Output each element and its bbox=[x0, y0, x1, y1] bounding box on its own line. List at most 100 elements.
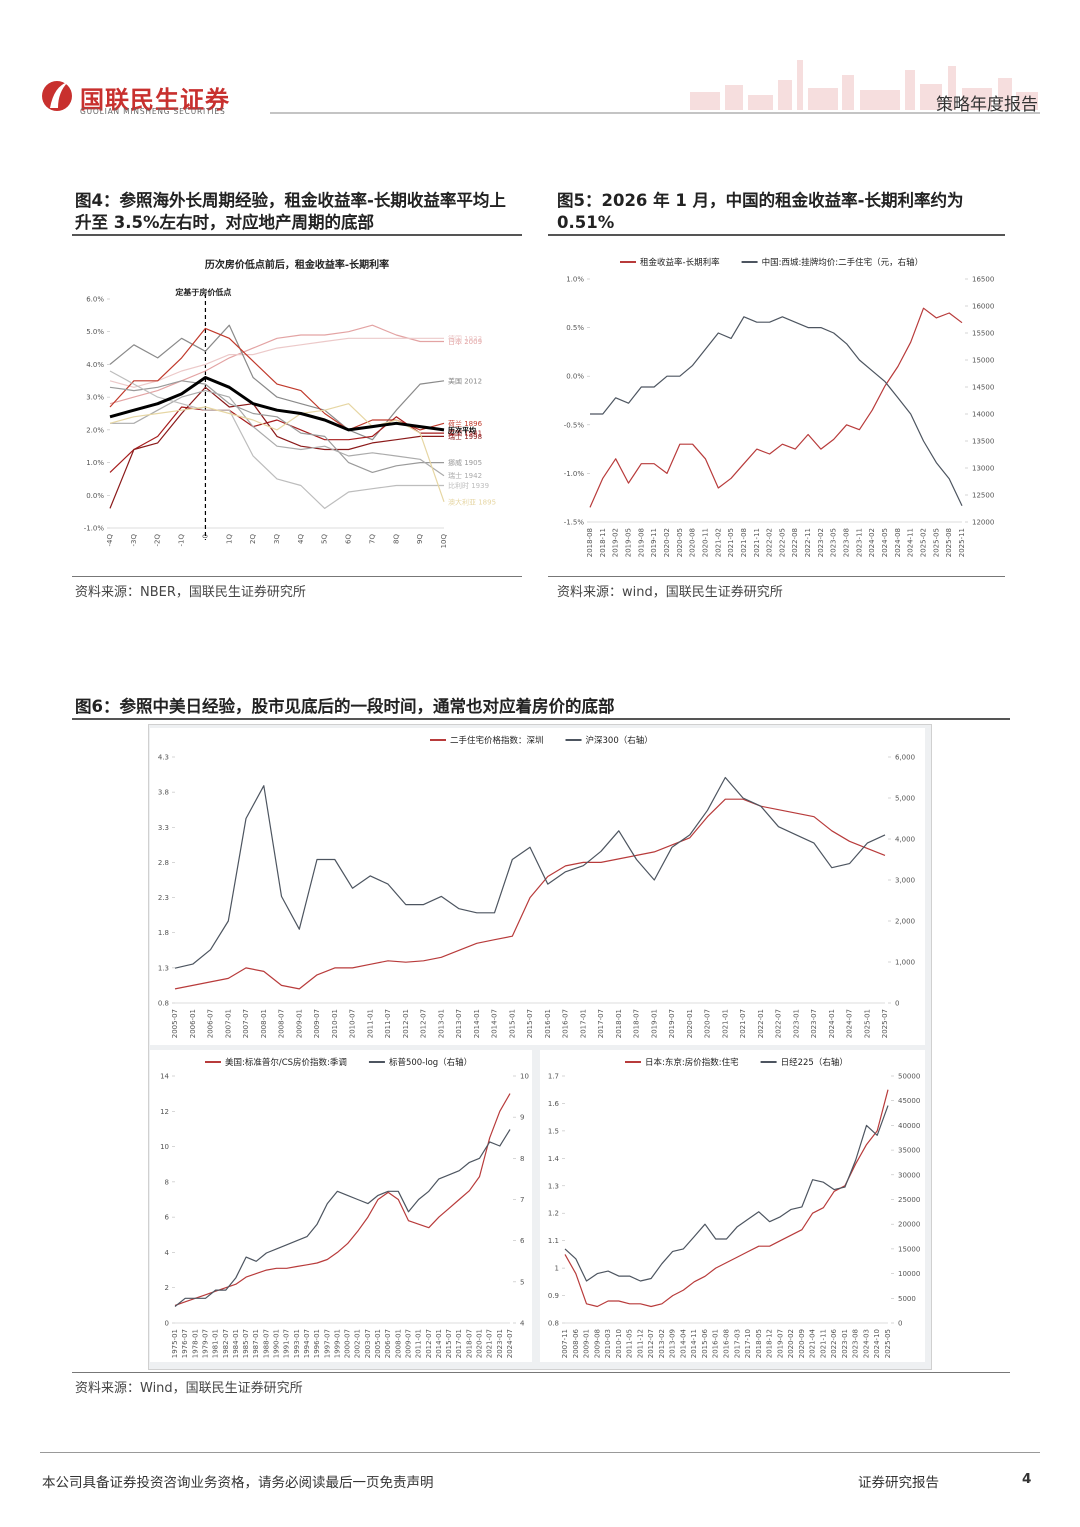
y-tick-label: 1.0% bbox=[566, 276, 584, 284]
source: 资料来源：wind，国联民生证券研究所 bbox=[557, 585, 783, 600]
y-tick-label: 3.0% bbox=[86, 394, 104, 402]
x-tick-label: 2023-08 bbox=[843, 528, 851, 557]
x-tick-label: 1975-01 bbox=[171, 1329, 179, 1358]
y-tick-label: 1 bbox=[555, 1265, 559, 1273]
x-tick-label: 2011-05 bbox=[626, 1329, 634, 1358]
x-tick-label: 2015-01 bbox=[508, 1009, 516, 1038]
x-tick-label: -4Q bbox=[106, 534, 114, 547]
y-tick-label: 3.8 bbox=[158, 789, 169, 797]
y-tick-label: 5.0% bbox=[86, 328, 104, 336]
x-tick-label: 2016-07 bbox=[562, 1009, 570, 1038]
x-tick-label: 2014-04 bbox=[679, 1328, 687, 1358]
series-label: 瑞士 1998 bbox=[448, 432, 482, 441]
y-tick-label: -1.0% bbox=[564, 470, 585, 478]
x-tick-label: 2015-06 bbox=[701, 1328, 709, 1358]
x-tick-label: 2014-11 bbox=[690, 1329, 698, 1358]
logo-icon bbox=[42, 81, 72, 111]
figure-title: 图4：参照海外长周期经验，租金收益率-长期收益率平均上升至 3.5%左右时，对应… bbox=[75, 191, 506, 232]
x-tick-label: 2012-07 bbox=[425, 1329, 433, 1358]
series-line bbox=[564, 1089, 889, 1308]
x-tick-label: 2023-01 bbox=[496, 1329, 504, 1358]
x-tick-label: 2019-07 bbox=[776, 1329, 784, 1358]
x-tick-label: 2022-06 bbox=[830, 1328, 838, 1358]
x-tick-label: 2012-07 bbox=[420, 1009, 428, 1038]
x-tick-label: 2020-07 bbox=[704, 1009, 712, 1038]
series-line bbox=[564, 1105, 889, 1282]
x-tick-label: 8Q bbox=[392, 534, 400, 544]
annotation: 定基于房价低点 bbox=[174, 287, 231, 297]
x-tick-label: 2010-07 bbox=[349, 1009, 357, 1038]
series-line bbox=[109, 403, 445, 502]
x-tick-label: 1976-07 bbox=[181, 1329, 189, 1358]
y-tick-label: 1.8 bbox=[158, 929, 169, 937]
x-tick-label: 7Q bbox=[368, 534, 376, 544]
x-tick-label: 2016-01 bbox=[544, 1009, 552, 1038]
x-tick-label: 9Q bbox=[416, 534, 424, 544]
y-tick-label: 0 bbox=[165, 1320, 169, 1328]
chart: 0 2 4 6 8 10 12 14 4 5 6 7 8 9 10 1975-01 1976-07 1978-01… bbox=[150, 1050, 532, 1362]
x-tick-label: 2009-01 bbox=[583, 1329, 591, 1358]
y2-tick-label: 13500 bbox=[972, 438, 994, 446]
series-label: 德国 1933 bbox=[448, 334, 482, 343]
y2-tick-label: 6,000 bbox=[895, 754, 915, 762]
x-tick-label: 2007-01 bbox=[224, 1009, 232, 1038]
x-tick-label: 2020-01 bbox=[686, 1009, 694, 1038]
x-tick-label: 1979-07 bbox=[201, 1329, 209, 1358]
y-tick-label: 0.8 bbox=[158, 1000, 169, 1008]
y2-tick-label: 12500 bbox=[972, 492, 994, 500]
title-rule bbox=[548, 234, 1005, 236]
x-tick-label: 2021-07 bbox=[486, 1329, 494, 1358]
y-tick-label: 10 bbox=[160, 1143, 169, 1151]
legend-label: 租金收益率-长期利率 bbox=[640, 257, 720, 268]
x-tick-label: 2025-02 bbox=[920, 528, 928, 557]
x-tick-label: 2017-07 bbox=[597, 1009, 605, 1038]
y-tick-label: 4.0% bbox=[86, 361, 104, 369]
series-line bbox=[174, 1129, 511, 1307]
brand: 国联民生证券 bbox=[80, 86, 230, 114]
x-tick-label: 1984-01 bbox=[232, 1329, 240, 1358]
y-tick-label: 6.0% bbox=[86, 296, 104, 304]
x-tick-label: 2019-07 bbox=[668, 1009, 676, 1038]
x-tick-label: 2002-01 bbox=[354, 1329, 362, 1358]
y2-tick-label: 5,000 bbox=[895, 795, 915, 803]
x-tick-label: 2008-01 bbox=[260, 1009, 268, 1038]
x-tick-label: 2017-01 bbox=[455, 1329, 463, 1358]
series-line bbox=[174, 798, 886, 990]
chart-title: 历次房价低点前后，租金收益率-长期利率 bbox=[205, 258, 389, 271]
x-tick-label: 2021-01 bbox=[721, 1009, 729, 1038]
x-tick-label: 2025-05 bbox=[932, 528, 940, 557]
series-label: 历次平均 bbox=[448, 425, 476, 434]
x-tick-label: 2018-05 bbox=[755, 1329, 763, 1358]
x-tick-label: 2013-09 bbox=[669, 1329, 677, 1358]
x-tick-label: 2013-01 bbox=[437, 1009, 445, 1038]
x-tick-label: 2014-01 bbox=[473, 1009, 481, 1038]
y2-tick-label: 35000 bbox=[898, 1147, 920, 1155]
series-label: 比利时 1939 bbox=[448, 481, 489, 490]
x-tick-label: 2009-01 bbox=[295, 1009, 303, 1038]
x-tick-label: 0 bbox=[201, 534, 209, 538]
x-tick-label: 2016-08 bbox=[723, 1329, 731, 1358]
source-rule bbox=[72, 1372, 1010, 1373]
x-tick-label: 2015-07 bbox=[445, 1329, 453, 1358]
x-tick-label: 2023-11 bbox=[855, 528, 863, 557]
x-tick-label: 2020-01 bbox=[476, 1329, 484, 1358]
y2-tick-label: 13000 bbox=[972, 465, 994, 473]
y-tick-label: 1.6 bbox=[548, 1100, 560, 1108]
y-tick-label: 2.3 bbox=[158, 894, 169, 902]
y2-tick-label: 40000 bbox=[898, 1122, 920, 1130]
x-tick-label: 2024-02 bbox=[868, 528, 876, 557]
x-tick-label: 2016-01 bbox=[712, 1329, 720, 1358]
x-tick-label: 2021-11 bbox=[819, 1329, 827, 1358]
y2-tick-label: 10000 bbox=[898, 1270, 920, 1278]
x-tick-label: 2020-11 bbox=[701, 528, 709, 557]
series-line bbox=[110, 390, 445, 477]
y-tick-label: 1.2 bbox=[548, 1210, 559, 1218]
x-tick-label: 2014-07 bbox=[491, 1009, 499, 1038]
y2-tick-label: 6 bbox=[520, 1237, 525, 1245]
y-tick-label: 2 bbox=[165, 1284, 169, 1292]
x-tick-label: 2020-09 bbox=[798, 1329, 806, 1358]
x-tick-label: 2018-07 bbox=[633, 1009, 641, 1038]
y2-tick-label: 3,000 bbox=[895, 877, 915, 885]
chart: 历次房价低点前后，租金收益率-长期利率 -1.0% 0.0% 1.0% 2.0% 3.0%… bbox=[84, 258, 496, 548]
x-tick-label: 2011-01 bbox=[366, 1009, 374, 1038]
